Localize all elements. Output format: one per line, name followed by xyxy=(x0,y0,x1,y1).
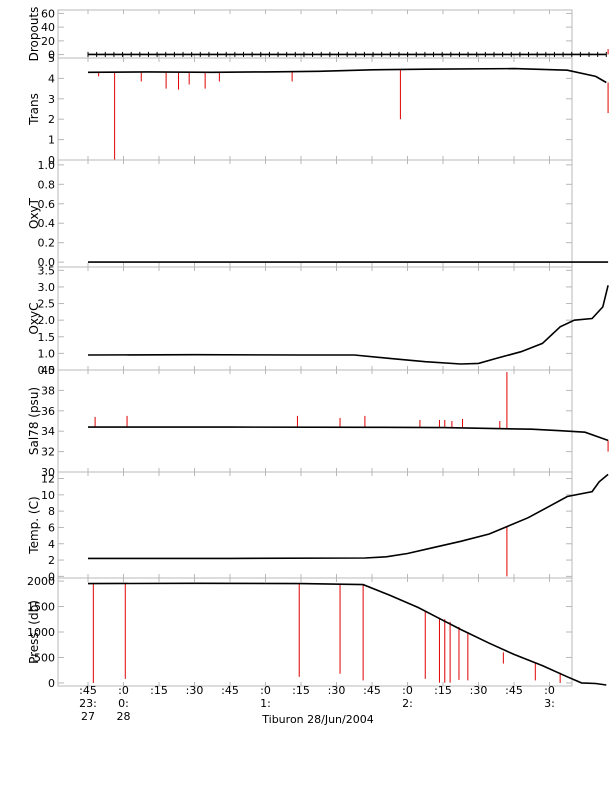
data-line xyxy=(87,285,609,365)
y-tick-label: 4 xyxy=(48,72,55,85)
y-axis-label: Trans xyxy=(27,93,41,126)
y-tick-label: 3 xyxy=(48,93,55,106)
x-tick-label: :30 xyxy=(328,684,346,697)
x-tick-label: :15 xyxy=(150,684,168,697)
panel-frame xyxy=(57,57,573,161)
x-tick-label: :45 xyxy=(221,684,239,697)
x-tick-label: :30 xyxy=(186,684,204,697)
x-tick-label: :30 xyxy=(470,684,488,697)
y-axis-label: Press. (db) xyxy=(27,600,41,664)
x-tick-label: :15 xyxy=(434,684,452,697)
panel-7: 0 500 1000 1500 2000 Press. (db) xyxy=(27,575,607,690)
panel-frame xyxy=(57,159,573,268)
y-axis-label: Temp. (C) xyxy=(27,496,41,554)
y-tick-label: 10 xyxy=(41,489,55,502)
panel-4: 0.5 1.0 1.5 2.0 2.5 3.0 3.5 OxyC xyxy=(27,264,609,377)
x-tick-label: :45 xyxy=(363,684,381,697)
y-tick-label: 2.5 xyxy=(38,298,56,311)
y-tick-label: 40 xyxy=(41,21,55,34)
y-tick-label: 1 xyxy=(48,134,55,147)
x-day-label: 27 xyxy=(81,710,95,723)
x-hour-label: 3: xyxy=(544,697,555,710)
panel-frame xyxy=(57,369,573,473)
x-day-label: 28 xyxy=(117,710,131,723)
data-line xyxy=(88,426,609,442)
y-tick-label: 1.0 xyxy=(38,159,56,172)
y-tick-label: 0.0 xyxy=(38,256,56,269)
x-tick-label: :0 xyxy=(260,684,271,697)
x-hour-label: 0: xyxy=(118,697,129,710)
y-tick-label: 2 xyxy=(48,113,55,126)
y-tick-label: 0 xyxy=(48,677,55,690)
y-tick-label: 30 xyxy=(41,466,55,479)
panel-3: 0.0 0.2 0.4 0.6 0.8 1.0 OxyT xyxy=(27,159,609,269)
y-tick-label: 1500 xyxy=(27,601,55,614)
y-tick-label: 1.5 xyxy=(38,331,56,344)
y-tick-label: 0 xyxy=(48,49,55,62)
x-tick-label: :0 xyxy=(402,684,413,697)
y-tick-label: 32 xyxy=(41,446,55,459)
panel-frame xyxy=(57,9,573,59)
x-tick-label: :0 xyxy=(118,684,129,697)
panel-2: 0 1 2 3 4 5 Trans xyxy=(27,52,609,167)
y-tick-label: 40 xyxy=(41,364,55,377)
y-tick-label: 3.0 xyxy=(38,281,56,294)
x-axis-label: Tiburon 28/Jun/2004 xyxy=(261,713,373,726)
y-tick-label: 34 xyxy=(41,425,55,438)
y-tick-label: 0 xyxy=(48,154,55,167)
y-tick-label: 5 xyxy=(48,52,55,65)
y-axis-label: Sal78 (psu) xyxy=(27,387,41,455)
y-tick-label: 0.4 xyxy=(38,217,56,230)
y-tick-label: 0.2 xyxy=(38,237,56,250)
y-tick-label: 8 xyxy=(48,505,55,518)
x-hour-label: 2: xyxy=(402,697,413,710)
chart-panels: 0204060Dropouts012345Trans0.00.20.40.60.… xyxy=(27,7,609,690)
y-tick-label: 4 xyxy=(48,538,55,551)
y-tick-label: 38 xyxy=(41,384,55,397)
y-tick-label: 12 xyxy=(41,473,55,486)
y-tick-label: 2.0 xyxy=(38,314,56,327)
y-tick-label: 0.5 xyxy=(38,364,56,377)
x-tick-label: :45 xyxy=(505,684,523,697)
y-tick-label: 36 xyxy=(41,405,55,418)
x-hour-label: 23: xyxy=(79,697,97,710)
x-axis: :45 :0 :15 :30 :45 :0 :15 :30 :45 :0 :15 :30 :45 :0 23… xyxy=(79,684,555,723)
data-line xyxy=(87,582,607,686)
y-axis-label: OxyC xyxy=(27,302,41,334)
y-tick-label: 0.8 xyxy=(38,178,56,191)
y-axis-label: OxyT xyxy=(27,197,41,229)
y-tick-label: 6 xyxy=(48,521,55,534)
panel-frame xyxy=(57,471,573,579)
y-axis-label: Dropouts xyxy=(27,7,41,62)
panel-frame xyxy=(57,577,573,687)
y-tick-label: 20 xyxy=(41,35,55,48)
y-tick-label: 1000 xyxy=(27,626,55,639)
y-tick-label: 1.0 xyxy=(38,347,56,360)
y-tick-label: 2000 xyxy=(27,575,55,588)
y-tick-label: 2 xyxy=(48,554,55,567)
y-tick-label: 0 xyxy=(48,570,55,583)
x-tick-label: :15 xyxy=(292,684,310,697)
data-line xyxy=(87,67,607,84)
y-tick-label: 60 xyxy=(41,7,55,20)
data-line xyxy=(88,473,609,560)
x-tick-label: :45 xyxy=(79,684,97,697)
y-tick-label: 3.5 xyxy=(38,264,56,277)
x-tick-label: :0 xyxy=(544,684,555,697)
y-tick-label: 0.6 xyxy=(38,198,56,211)
y-tick-label: 500 xyxy=(34,651,55,664)
x-hour-label: 1: xyxy=(260,697,271,710)
